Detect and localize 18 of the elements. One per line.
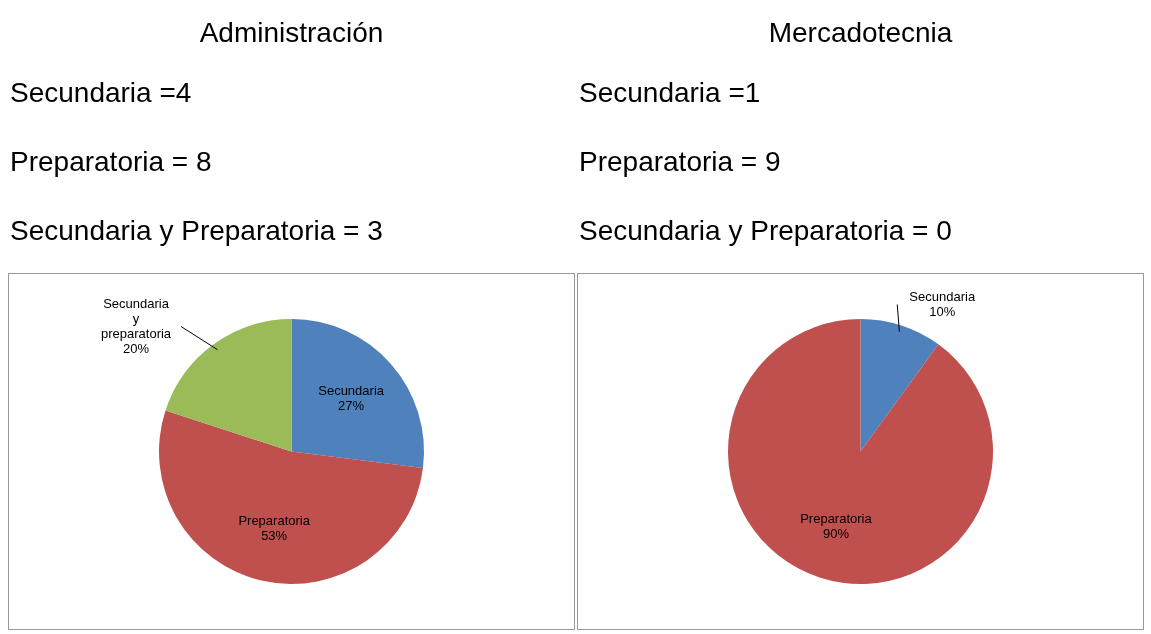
text: Secundaria =4 — [9, 76, 193, 110]
slice-label: Preparatoria — [800, 511, 873, 527]
data-label: 10% — [929, 303, 956, 319]
text: Secundaria y Preparatoria = 0 — [578, 214, 953, 248]
text: Secundaria =1 — [578, 76, 762, 110]
data-label: 20% — [123, 340, 150, 356]
text: Secundaria y Preparatoria = 3 — [9, 214, 384, 248]
text: Preparatoria = 8 — [9, 145, 213, 179]
data-label: 53% — [261, 528, 288, 544]
slice-label: Secundaria — [909, 288, 976, 304]
data-label: 90% — [822, 526, 850, 542]
slice-label: Secundaria — [318, 383, 385, 398]
chart-title: Mercadotecnia — [767, 16, 954, 50]
slice-label: Preparatoria — [238, 513, 311, 529]
slice-label: Secundaria y preparatoria — [100, 295, 172, 341]
chart-title: Administración — [198, 16, 385, 50]
data-label: 27% — [338, 398, 365, 413]
text: Preparatoria = 9 — [578, 145, 782, 179]
